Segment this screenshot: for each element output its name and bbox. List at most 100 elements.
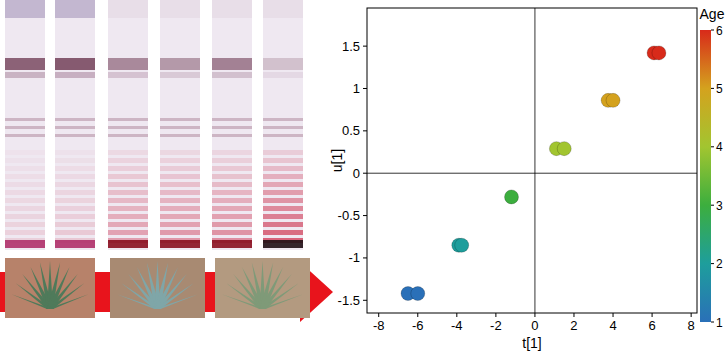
band — [55, 158, 95, 163]
band — [55, 174, 95, 179]
tlc-lane — [108, 0, 148, 250]
point — [455, 238, 469, 252]
y-tick-label: 0.5 — [342, 123, 360, 138]
band — [55, 182, 95, 187]
band — [55, 58, 95, 70]
band — [108, 158, 148, 163]
band — [263, 150, 303, 155]
x-tick — [495, 313, 496, 317]
band — [212, 166, 252, 171]
x-tick-label: 6 — [648, 318, 655, 333]
band — [108, 206, 148, 211]
y-axis-label: u[1] — [329, 149, 345, 172]
band — [108, 166, 148, 171]
band — [160, 72, 200, 78]
colorbar-tick-label: 3 — [716, 199, 723, 213]
x-tick — [613, 313, 614, 317]
band — [160, 230, 200, 235]
point — [411, 287, 425, 301]
band — [5, 158, 45, 163]
band — [55, 190, 95, 195]
band — [108, 134, 148, 137]
colorbar — [700, 30, 711, 322]
x-tick-label: -2 — [490, 318, 502, 333]
y-tick — [363, 46, 367, 47]
band — [263, 118, 303, 121]
band — [263, 198, 303, 203]
colorbar-tick — [711, 205, 714, 206]
tlc-lane — [5, 0, 45, 250]
band — [55, 206, 95, 211]
zero-line — [534, 8, 535, 313]
band — [263, 158, 303, 163]
band — [108, 182, 148, 187]
band — [108, 190, 148, 195]
colorbar-tick-label: 1 — [716, 316, 723, 330]
band — [55, 150, 95, 155]
x-tick — [456, 313, 457, 317]
leaf — [47, 283, 84, 309]
band — [263, 126, 303, 129]
band — [108, 240, 148, 248]
plant-photo — [215, 258, 310, 318]
band — [5, 214, 45, 219]
leaf — [155, 283, 194, 309]
band — [108, 118, 148, 121]
y-tick-label: -0.5 — [338, 208, 360, 223]
band — [212, 150, 252, 155]
band — [108, 230, 148, 235]
zero-line — [367, 173, 697, 174]
band — [263, 214, 303, 219]
band — [55, 240, 95, 248]
band — [212, 190, 252, 195]
band — [55, 134, 95, 137]
x-tick — [378, 313, 379, 317]
x-tick — [573, 313, 574, 317]
band — [263, 0, 303, 18]
band — [263, 230, 303, 235]
band — [5, 150, 45, 155]
photo-bg — [110, 258, 205, 318]
band — [108, 58, 148, 70]
band — [5, 166, 45, 171]
band — [212, 118, 252, 121]
band — [55, 214, 95, 219]
band — [160, 222, 200, 227]
lane-bg — [160, 0, 200, 250]
band — [108, 126, 148, 129]
lane-bg — [55, 0, 95, 250]
band — [160, 118, 200, 121]
leaf — [260, 283, 299, 309]
band — [160, 174, 200, 179]
colorbar-tick — [711, 322, 714, 323]
tlc-lane — [212, 0, 252, 250]
band — [5, 118, 45, 121]
x-tick-label: 8 — [688, 318, 695, 333]
leaf — [47, 294, 89, 309]
plant-photo — [5, 258, 95, 318]
band — [212, 126, 252, 129]
band — [55, 126, 95, 129]
band — [263, 182, 303, 187]
band — [212, 214, 252, 219]
band — [108, 150, 148, 155]
band — [263, 166, 303, 171]
y-tick — [363, 300, 367, 301]
band — [55, 72, 95, 78]
colorbar-tick — [711, 88, 714, 89]
band — [55, 230, 95, 235]
band — [55, 198, 95, 203]
band — [160, 134, 200, 137]
y-tick — [363, 88, 367, 89]
band — [5, 126, 45, 129]
colorbar-tick — [711, 146, 714, 147]
band — [212, 206, 252, 211]
band — [212, 182, 252, 187]
y-tick — [363, 257, 367, 258]
band — [212, 222, 252, 227]
band — [160, 0, 200, 18]
band — [263, 206, 303, 211]
x-tick-label: 2 — [570, 318, 577, 333]
band — [160, 198, 200, 203]
band — [212, 240, 252, 248]
